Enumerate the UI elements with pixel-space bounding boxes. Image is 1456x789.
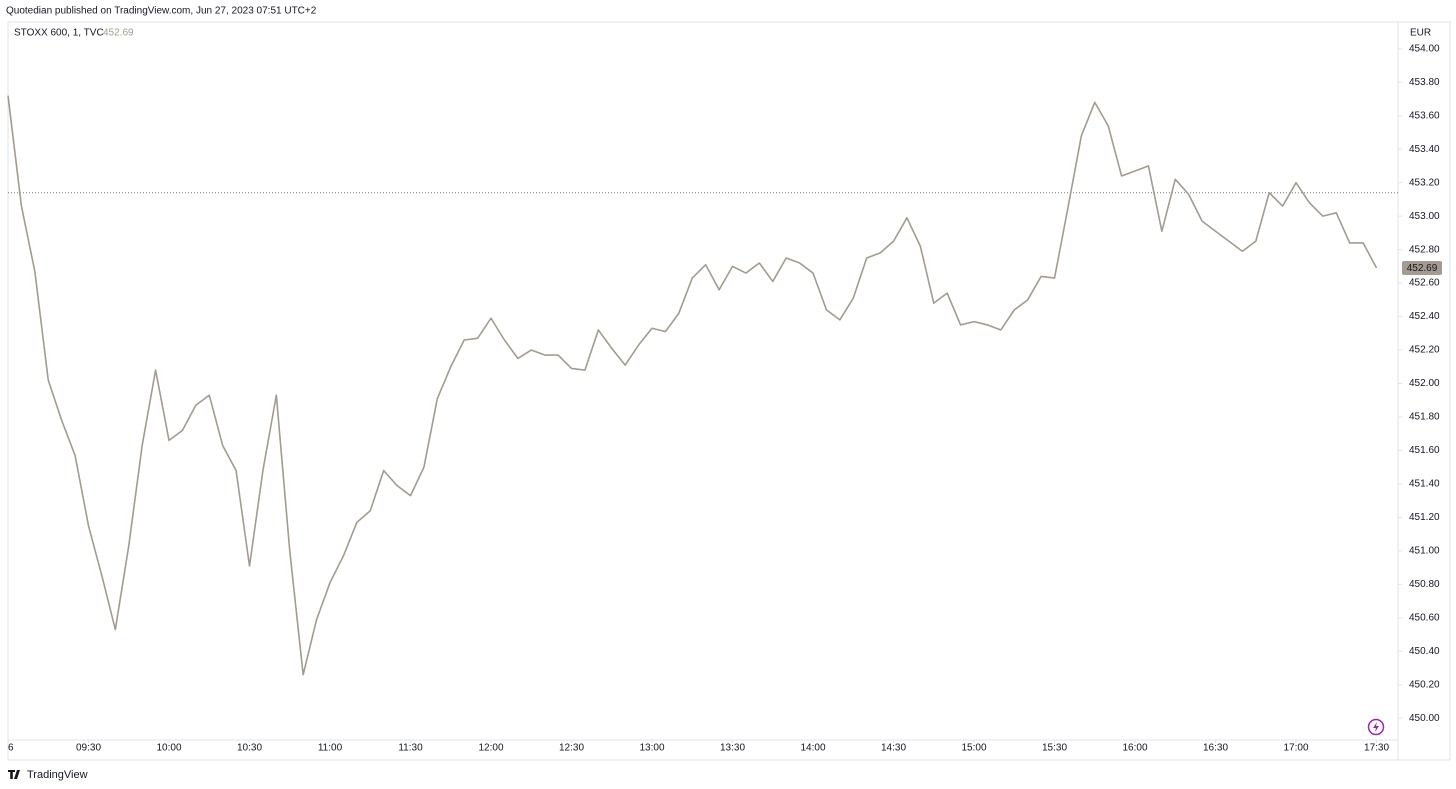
y-tick-label: 453.00 — [1409, 211, 1440, 222]
y-tick-label: 450.60 — [1409, 612, 1440, 623]
x-tick-label: 14:00 — [801, 743, 826, 754]
y-tick-label: 452.60 — [1409, 278, 1440, 289]
x-tick-label: 10:00 — [156, 743, 181, 754]
brand-logo — [8, 770, 20, 779]
x-tick-label: 12:30 — [559, 743, 584, 754]
y-tick-label: 452.00 — [1409, 378, 1440, 389]
y-tick-label: 450.80 — [1409, 579, 1440, 590]
price-line — [7, 95, 1378, 676]
y-tick-label: 451.60 — [1409, 445, 1440, 456]
x-tick-label: 10:30 — [237, 743, 262, 754]
legend-symbol: STOXX 600, 1, TVC — [14, 28, 104, 39]
brand: TradingView — [27, 769, 88, 781]
header: Quotedian published on TradingView.com, … — [6, 6, 317, 17]
x-tick-label: 09:30 — [76, 743, 101, 754]
y-tick-label: 452.80 — [1409, 244, 1440, 255]
legend-value: 452.69 — [103, 28, 134, 39]
y-tick-label: 453.60 — [1409, 110, 1440, 121]
y-tick-label: 451.00 — [1409, 546, 1440, 557]
x-tick-label: 11:30 — [398, 743, 423, 754]
x-tick-label: 17:30 — [1364, 743, 1389, 754]
y-tick-label: 451.40 — [1409, 479, 1440, 490]
y-tick-label: 450.00 — [1409, 713, 1440, 724]
last-price-box — [1402, 261, 1442, 276]
x-tick-label: 11:00 — [318, 743, 343, 754]
y-tick-label: 453.20 — [1409, 177, 1440, 188]
y-tick-label: 452.40 — [1409, 311, 1440, 322]
y-tick-label: 454.00 — [1409, 43, 1440, 54]
x-tick-label: 12:00 — [478, 743, 503, 754]
currency: EUR — [1410, 28, 1431, 39]
x-tick-label: 13:00 — [639, 743, 664, 754]
y-tick-label: 450.20 — [1409, 679, 1440, 690]
alert-icon-bolt — [1373, 722, 1379, 732]
y-tick-label: 453.80 — [1409, 77, 1440, 88]
x-tick-label: 16:30 — [1203, 743, 1228, 754]
x-tick-label: 6 — [8, 743, 14, 754]
y-tick-label: 451.80 — [1409, 412, 1440, 423]
x-tick-label: 15:00 — [962, 743, 987, 754]
x-tick-label: 16:00 — [1123, 743, 1148, 754]
alert-icon[interactable] — [1367, 718, 1385, 736]
y-tick-label: 451.20 — [1409, 512, 1440, 523]
last-price-label: 452.69 — [1407, 263, 1438, 274]
y-tick-label: 450.40 — [1409, 646, 1440, 657]
y-tick-label: 453.40 — [1409, 144, 1440, 155]
x-tick-label: 14:30 — [881, 743, 906, 754]
x-tick-label: 13:30 — [720, 743, 745, 754]
x-tick-label: 15:30 — [1042, 743, 1067, 754]
x-tick-label: 17:00 — [1284, 743, 1309, 754]
y-tick-label: 452.20 — [1409, 345, 1440, 356]
frame — [7, 21, 1451, 761]
